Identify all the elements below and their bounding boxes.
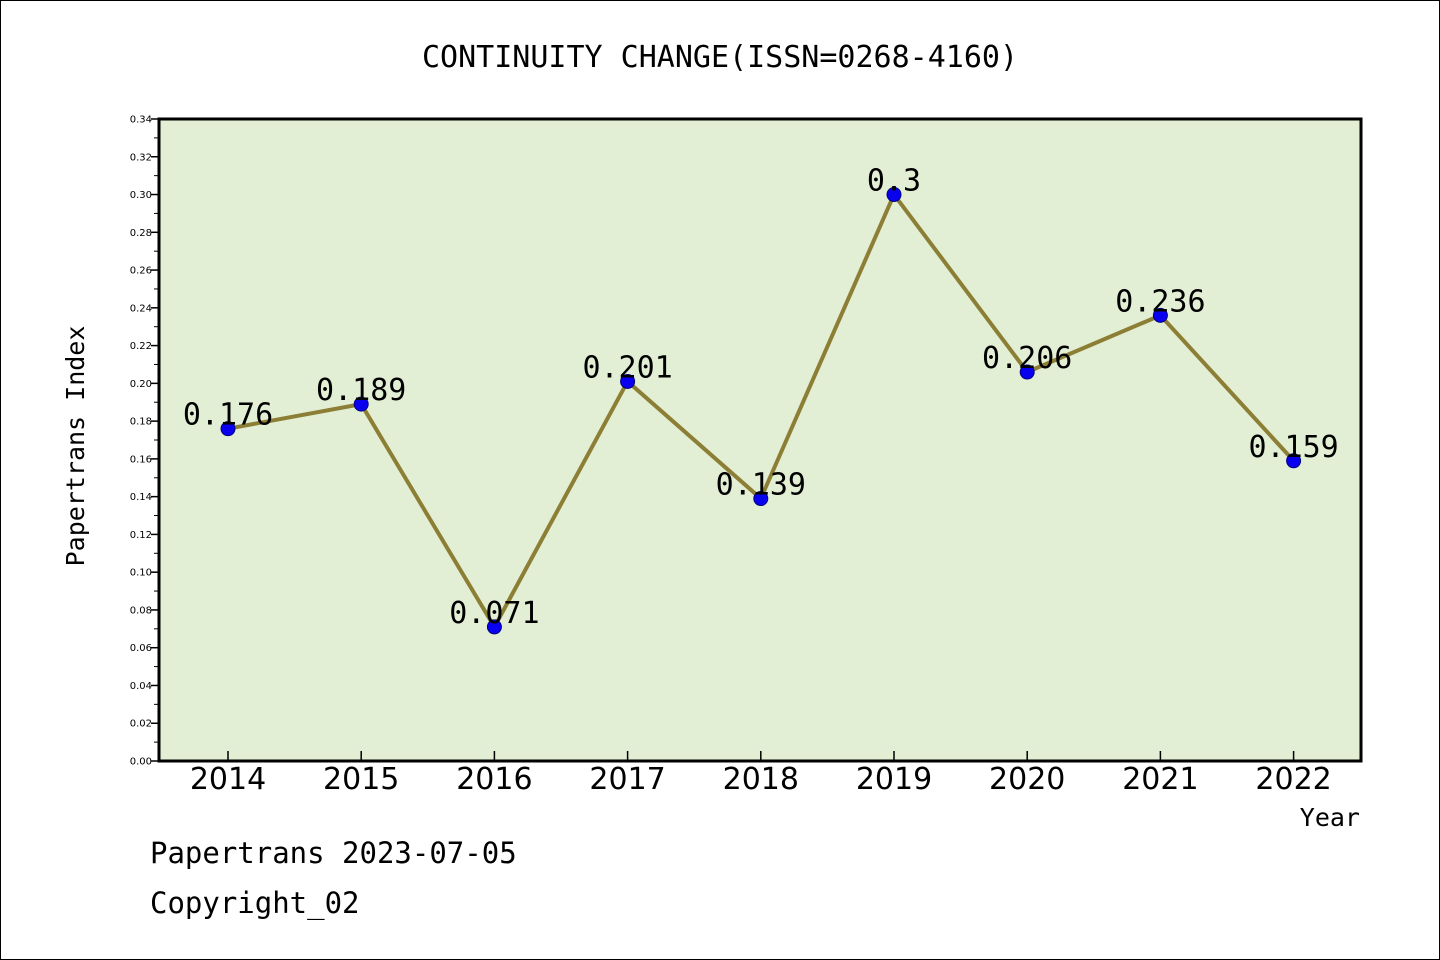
- x-tick-label: 2020: [989, 762, 1065, 797]
- plot-area: [157, 117, 1363, 763]
- data-label: 0.201: [582, 350, 672, 385]
- y-tick-label: 0.10: [130, 568, 152, 579]
- data-label: 0.206: [982, 341, 1072, 376]
- x-tick-label: 2021: [1122, 762, 1198, 797]
- y-tick-label: 0.32: [130, 152, 152, 163]
- data-point: [1286, 453, 1302, 469]
- y-tick-label: 0.06: [130, 643, 152, 654]
- y-axis-label: Papertrans Index: [61, 326, 90, 567]
- y-tick-label: 0.30: [130, 190, 152, 201]
- data-label: 0.236: [1115, 284, 1205, 319]
- y-tick-label: 0.20: [130, 379, 152, 390]
- x-tick-label: 2019: [856, 762, 932, 797]
- x-tick-label: 2016: [456, 762, 532, 797]
- data-label: 0.176: [183, 398, 273, 433]
- y-tick-label: 0.00: [130, 757, 152, 768]
- y-tick-label: 0.28: [130, 228, 152, 239]
- x-tick-label: 2017: [589, 762, 665, 797]
- data-label-layer: 0.176 0.189 0.071 0.201 0.139 0.3 0.206 0.236 0.…: [183, 164, 1339, 631]
- x-axis-label: Year: [1300, 803, 1360, 832]
- data-point: [1152, 307, 1168, 323]
- y-tick-label: 0.04: [130, 681, 152, 692]
- data-label: 0.189: [316, 373, 406, 408]
- y-tick-label: 0.14: [130, 492, 152, 503]
- data-label: 0.071: [449, 596, 539, 631]
- data-point: [220, 421, 236, 437]
- y-tick-label: 0.02: [130, 719, 152, 730]
- y-tick-label: 0.18: [130, 417, 152, 428]
- chart-title: CONTINUITY CHANGE(ISSN=0268-4160): [422, 40, 1018, 75]
- y-tick-label: 0.16: [130, 454, 152, 465]
- x-tick-label: 2015: [323, 762, 399, 797]
- data-point: [620, 373, 636, 389]
- data-point: [753, 491, 769, 507]
- data-point: [486, 619, 502, 635]
- y-tick-label: 0.22: [130, 341, 152, 352]
- y-tick-label: 0.12: [130, 530, 152, 541]
- data-label: 0.139: [716, 468, 806, 503]
- x-tick-label: 2018: [723, 762, 799, 797]
- data-point: [1019, 364, 1035, 380]
- data-label: 0.3: [867, 164, 921, 199]
- data-point: [886, 187, 902, 203]
- x-axis: 2014 2015 2016 2017 2018 2019 2020 2021 2022: [190, 751, 1332, 797]
- y-tick-label: 0.34: [130, 115, 152, 126]
- footer-copyright: Copyright_02: [150, 886, 360, 920]
- y-axis: 0.00 0.02 0.04 0.06 0.08 0.10 0.12 0.14 0.16 0.18…: [130, 115, 159, 768]
- footer-stamp: Papertrans 2023-07-05: [150, 836, 517, 870]
- y-tick-label: 0.26: [130, 266, 152, 277]
- x-tick-label: 2022: [1255, 762, 1331, 797]
- y-tick-label: 0.08: [130, 605, 152, 616]
- series-layer: [220, 187, 1302, 635]
- data-label: 0.159: [1248, 430, 1338, 465]
- x-tick-label: 2014: [190, 762, 266, 797]
- y-tick-label: 0.24: [130, 303, 152, 314]
- data-point: [353, 396, 369, 412]
